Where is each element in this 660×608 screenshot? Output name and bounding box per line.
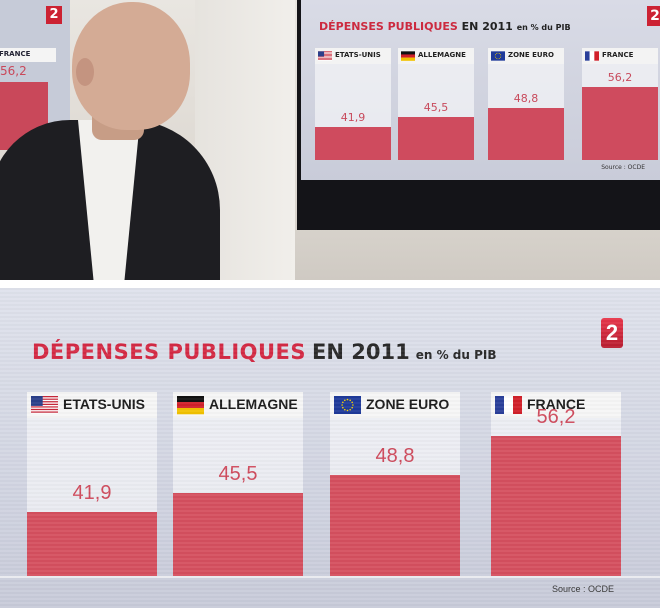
tv-mini-header: ZONE EURO [488,48,564,64]
tv-mini-value: 48,8 [513,92,539,105]
fr-flag-icon [495,396,522,414]
left-screen-value: 56,2 [0,64,27,78]
tv-mini-value: 45,5 [423,101,449,114]
tv-mini-bar [315,127,391,160]
tv-title-main: DÉPENSES PUBLIQUES [319,20,458,33]
panel-divider [0,280,660,288]
tv-mini-header: ALLEMAGNE [398,48,474,64]
studio-photo: 2 FRANCE 56,2 DÉPENSES PUBLIQUES EN 2011… [0,0,660,280]
category-label: ETATS-UNIS [63,396,145,412]
category-label: FRANCE [527,396,586,412]
data-label: 56,2 [536,406,576,428]
tv-source-label: Source : OCDE [601,164,645,171]
chart-title-unit: en % du PIB [415,348,497,362]
tv-mini-column: ZONE EURO 48,8 [488,48,564,160]
tv-mini-label: FRANCE [602,51,634,59]
tv-mini-header: ETATS-UNIS [315,48,391,64]
tv-mini-label: ZONE EURO [508,51,554,59]
channel-logo-small: 2 [46,6,62,24]
bar [27,512,157,576]
channel-logo: 2 [601,318,623,348]
presenter-ear [76,58,94,86]
column-header: ZONE EURO [330,392,460,418]
tv-mini-column: ALLEMAGNE 45,5 [398,48,474,160]
tv-mini-label: ETATS-UNIS [335,51,381,59]
tv-title-year: EN 2011 [461,20,513,33]
bar [491,436,621,576]
chart-title-year: EN 2011 [312,340,410,364]
us-flag-icon [318,51,332,61]
tv-mini-header: FRANCE [582,48,658,64]
fr-flag-icon [585,51,599,61]
tv-mini-column: ETATS-UNIS 41,9 [315,48,391,160]
data-label: 48,8 [375,445,415,467]
left-screen-label: FRANCE [0,50,31,58]
de-flag-icon [177,396,204,415]
tv-mini-bar [582,87,658,160]
bar [173,493,303,576]
eu-flag-icon [491,51,505,61]
tv-channel-logo: 2 [647,6,660,26]
column-header: ALLEMAGNE [173,392,303,418]
chart-title-main: DÉPENSES PUBLIQUES [32,340,307,364]
tv-screen-chart: DÉPENSES PUBLIQUES EN 2011 en % du PIB 2… [301,0,660,180]
source-label: Source : OCDE [552,584,615,594]
data-label: 45,5 [218,463,258,485]
chart-baseline [0,576,660,578]
tv-chart-title: DÉPENSES PUBLIQUES EN 2011 en % du PIB [319,20,571,33]
tv-mini-value: 41,9 [340,111,366,124]
bar [330,475,460,576]
chart-panel: DÉPENSES PUBLIQUES EN 2011 en % du PIB 2 E… [0,288,660,608]
column-header: FRANCE [491,392,621,418]
data-label: 41,9 [72,482,112,504]
left-screen-header: FRANCE [0,48,56,62]
us-flag-icon [31,396,58,414]
tv-mini-label: ALLEMAGNE [418,51,466,59]
category-label: ZONE EURO [366,396,450,412]
tv-mini-column: FRANCE 56,2 [582,48,658,160]
eu-flag-icon [334,396,361,414]
tv-mini-bar [398,117,474,160]
tv-title-unit: en % du PIB [516,23,571,32]
category-label: ALLEMAGNE [209,396,298,412]
tv-mini-value: 56,2 [607,71,633,84]
de-flag-icon [401,51,415,61]
tv-mini-bar [488,108,564,160]
chart-title: DÉPENSES PUBLIQUES EN 2011 en % du PIB [32,340,496,364]
column-header: ETATS-UNIS [27,392,157,418]
